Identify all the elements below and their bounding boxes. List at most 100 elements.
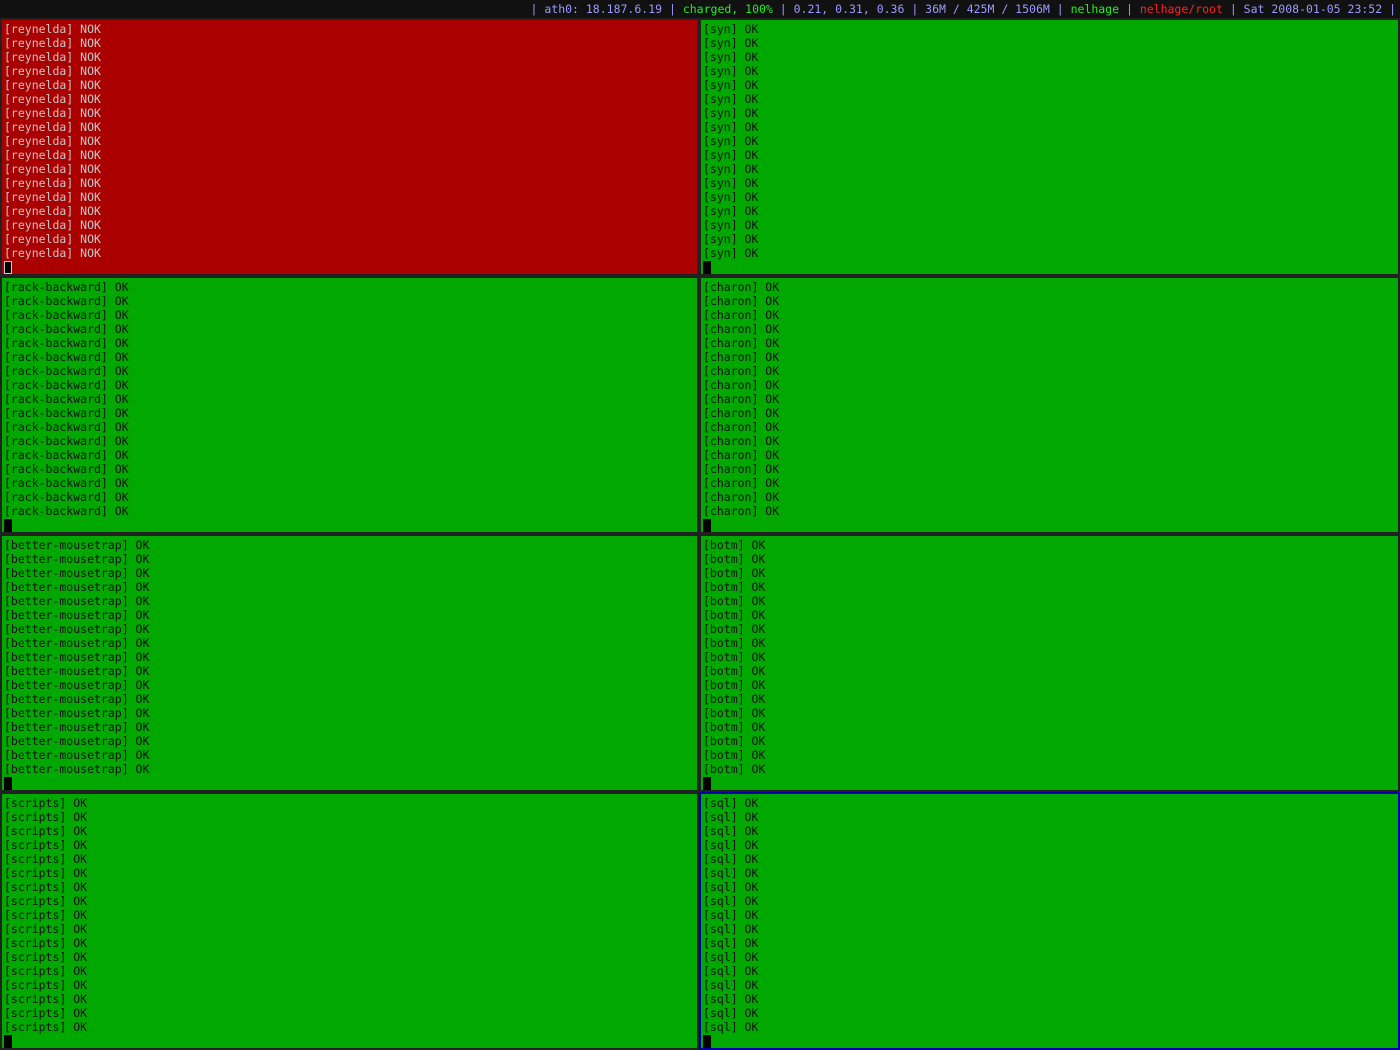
terminal-line: [scripts] OK — [4, 894, 88, 908]
terminal-pane-charon[interactable]: [charon] OK [charon] OK [charon] OK [charon… — [699, 276, 1400, 534]
status-segment: charged, 100% — [682, 2, 773, 16]
terminal-line: [syn] OK — [703, 92, 759, 106]
terminal-line: [sql] OK — [703, 922, 759, 936]
terminal-line: [reynelda] NOK — [4, 204, 101, 218]
terminal-line: [charon] OK — [703, 434, 780, 448]
terminal-line: [charon] OK — [703, 280, 780, 294]
terminal-line: [better-mousetrap] OK — [4, 538, 150, 552]
terminal-line: [syn] OK — [703, 78, 759, 92]
terminal-line: [better-mousetrap] OK — [4, 692, 150, 706]
status-bar: | ath0: 18.187.6.19 | charged, 100% | 0.… — [0, 0, 1400, 18]
terminal-line: [scripts] OK — [4, 922, 88, 936]
terminal-line: [rack-backward] OK — [4, 434, 129, 448]
terminal-line: [botm] OK — [703, 762, 766, 776]
terminal-line: [rack-backward] OK — [4, 490, 129, 504]
terminal-line: [sql] OK — [703, 964, 759, 978]
cursor-block — [4, 1035, 12, 1048]
terminal-line: [botm] OK — [703, 538, 766, 552]
cursor-block — [4, 519, 12, 532]
terminal-line: [botm] OK — [703, 566, 766, 580]
terminal-line: [reynelda] NOK — [4, 190, 101, 204]
cursor-block — [703, 777, 711, 790]
terminal-line: [charon] OK — [703, 490, 780, 504]
terminal-line: [botm] OK — [703, 636, 766, 650]
terminal-line: [syn] OK — [703, 64, 759, 78]
terminal-line: [reynelda] NOK — [4, 36, 101, 50]
terminal-line: [better-mousetrap] OK — [4, 594, 150, 608]
terminal-line: [rack-backward] OK — [4, 294, 129, 308]
cursor-block — [4, 777, 12, 790]
terminal-line: [rack-backward] OK — [4, 392, 129, 406]
terminal-line: [rack-backward] OK — [4, 504, 129, 518]
terminal-line: [scripts] OK — [4, 964, 88, 978]
terminal-line: [charon] OK — [703, 504, 780, 518]
terminal-line: [syn] OK — [703, 148, 759, 162]
terminal-pane-botm[interactable]: [botm] OK [botm] OK [botm] OK [botm] OK [bot… — [699, 534, 1400, 792]
terminal-line: [botm] OK — [703, 678, 766, 692]
cursor-block — [703, 519, 711, 532]
terminal-line: [syn] OK — [703, 190, 759, 204]
terminal-line: [rack-backward] OK — [4, 364, 129, 378]
terminal-line: [scripts] OK — [4, 796, 88, 810]
terminal-line: [scripts] OK — [4, 810, 88, 824]
status-segment: | — [1119, 2, 1140, 16]
terminal-line: [reynelda] NOK — [4, 218, 101, 232]
terminal-line: [botm] OK — [703, 650, 766, 664]
terminal-line: [charon] OK — [703, 336, 780, 350]
terminal-line: [scripts] OK — [4, 824, 88, 838]
terminal-line: [rack-backward] OK — [4, 378, 129, 392]
terminal-pane-better-mousetrap[interactable]: [better-mousetrap] OK [better-mousetrap] … — [0, 534, 699, 792]
terminal-line: [better-mousetrap] OK — [4, 552, 150, 566]
terminal-line: [charon] OK — [703, 364, 780, 378]
terminal-line: [charon] OK — [703, 322, 780, 336]
terminal-line: [better-mousetrap] OK — [4, 566, 150, 580]
terminal-line: [syn] OK — [703, 232, 759, 246]
terminal-line: [charon] OK — [703, 406, 780, 420]
terminal-line: [rack-backward] OK — [4, 308, 129, 322]
terminal-line: [reynelda] NOK — [4, 120, 101, 134]
terminal-line: [syn] OK — [703, 22, 759, 36]
terminal-line: [charon] OK — [703, 462, 780, 476]
terminal-line: [charon] OK — [703, 448, 780, 462]
terminal-line: [botm] OK — [703, 594, 766, 608]
terminal-line: [better-mousetrap] OK — [4, 622, 150, 636]
terminal-line: [botm] OK — [703, 706, 766, 720]
terminal-line: [scripts] OK — [4, 880, 88, 894]
terminal-line: [syn] OK — [703, 204, 759, 218]
terminal-line: [botm] OK — [703, 720, 766, 734]
terminal-line: [botm] OK — [703, 664, 766, 678]
terminal-line: [syn] OK — [703, 106, 759, 120]
terminal-line: [syn] OK — [703, 36, 759, 50]
terminal-line: [sql] OK — [703, 824, 759, 838]
terminal-line: [rack-backward] OK — [4, 420, 129, 434]
terminal-line: [better-mousetrap] OK — [4, 762, 150, 776]
terminal-line: [scripts] OK — [4, 908, 88, 922]
terminal-line: [better-mousetrap] OK — [4, 580, 150, 594]
terminal-pane-syn[interactable]: [syn] OK [syn] OK [syn] OK [syn] OK [syn] OK… — [699, 18, 1400, 276]
status-segment: | Sat 2008-01-05 23:52 | — [1222, 2, 1396, 16]
terminal-line: [reynelda] NOK — [4, 232, 101, 246]
terminal-line: [charon] OK — [703, 476, 780, 490]
terminal-line: [botm] OK — [703, 734, 766, 748]
terminal-line: [sql] OK — [703, 866, 759, 880]
cursor-block — [703, 1035, 711, 1048]
terminal-line: [rack-backward] OK — [4, 322, 129, 336]
terminal-pane-rack-backward[interactable]: [rack-backward] OK [rack-backward] OK [rac… — [0, 276, 699, 534]
terminal-line: [scripts] OK — [4, 838, 88, 852]
terminal-pane-scripts[interactable]: [scripts] OK [scripts] OK [scripts] OK [scr… — [0, 792, 699, 1050]
terminal-grid: [reynelda] NOK [reynelda] NOK [reynelda] N… — [0, 18, 1400, 1050]
terminal-line: [sql] OK — [703, 796, 759, 810]
terminal-line: [syn] OK — [703, 50, 759, 64]
terminal-line: [botm] OK — [703, 552, 766, 566]
terminal-line: [botm] OK — [703, 748, 766, 762]
terminal-pane-sql[interactable]: [sql] OK [sql] OK [sql] OK [sql] OK [sql] OK… — [699, 792, 1400, 1050]
terminal-pane-reynelda[interactable]: [reynelda] NOK [reynelda] NOK [reynelda] N… — [0, 18, 699, 276]
terminal-line: [charon] OK — [703, 308, 780, 322]
terminal-line: [syn] OK — [703, 162, 759, 176]
terminal-line: [better-mousetrap] OK — [4, 636, 150, 650]
terminal-line: [sql] OK — [703, 838, 759, 852]
terminal-line: [charon] OK — [703, 350, 780, 364]
terminal-line: [sql] OK — [703, 1020, 759, 1034]
status-segment: nelhage/root — [1139, 2, 1223, 16]
terminal-line: [better-mousetrap] OK — [4, 720, 150, 734]
